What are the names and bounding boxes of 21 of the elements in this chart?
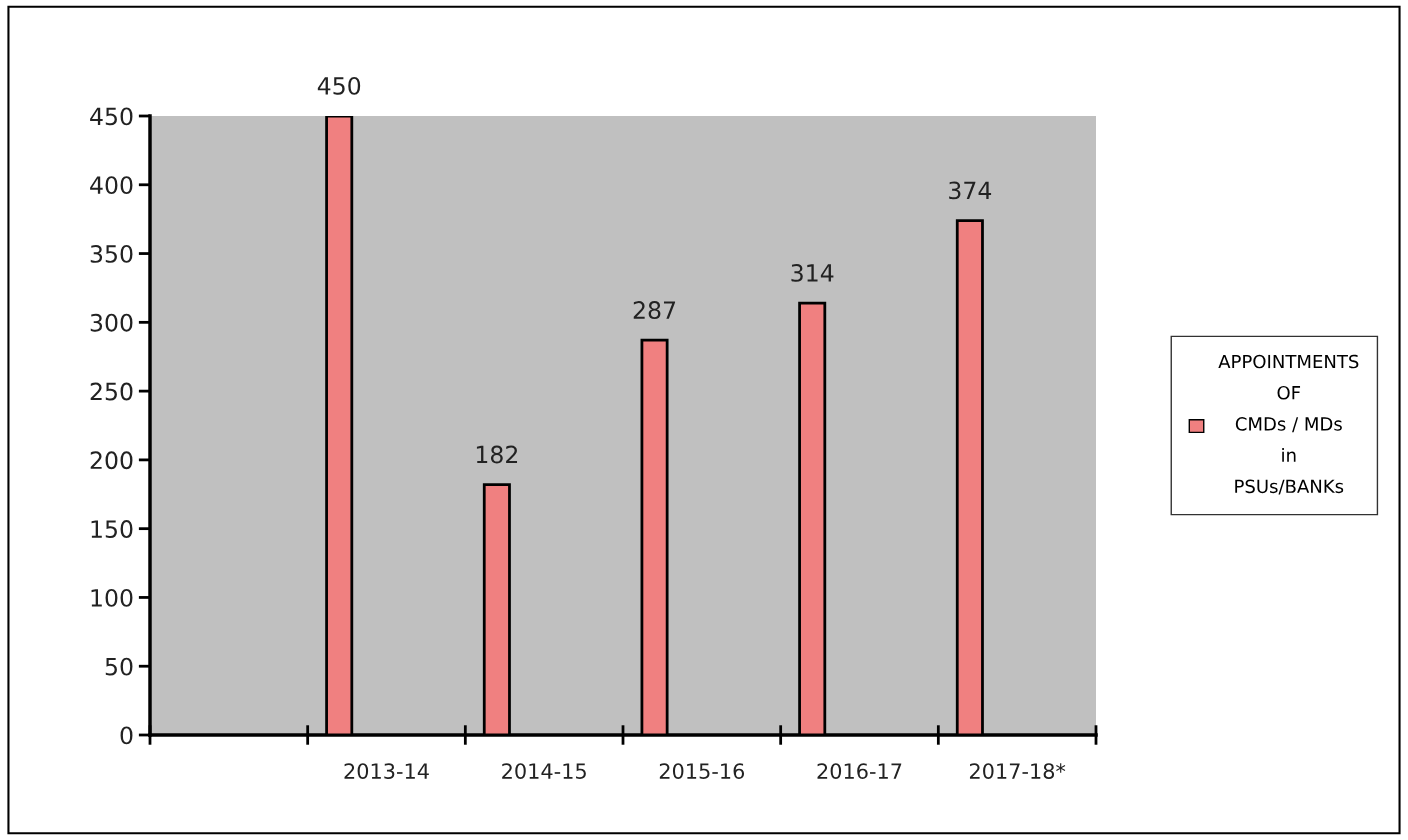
data-label: 287 (633, 301, 676, 319)
x-tick-label: 2013-14 (344, 763, 429, 779)
legend-label: APPOINTMENTS OF CMDs / MDs in PSUs/BANKs (1218, 354, 1359, 495)
x-tick-label: 2016-17 (817, 763, 902, 779)
x-tick-label: 2015-16 (659, 763, 745, 779)
x-tick-label: 2017-18* (969, 763, 1066, 779)
data-label: 374 (949, 181, 992, 200)
x-tick-label: 2014-15 (502, 763, 586, 779)
y-tick-label: 100 (91, 588, 133, 607)
data-label: 450 (317, 76, 361, 95)
y-tick-label: 150 (91, 520, 133, 538)
data-label: 314 (791, 263, 834, 282)
data-label: 182 (476, 445, 518, 464)
y-tick-label: 400 (90, 176, 133, 195)
y-tick-label: 200 (90, 451, 133, 470)
y-tick-label: 0 (120, 726, 133, 745)
y-tick-label: 300 (90, 313, 133, 332)
y-tick-label: 450 (90, 107, 133, 126)
y-tick-label: 350 (90, 245, 133, 263)
y-tick-label: 250 (90, 382, 133, 401)
y-tick-label: 50 (105, 657, 133, 676)
